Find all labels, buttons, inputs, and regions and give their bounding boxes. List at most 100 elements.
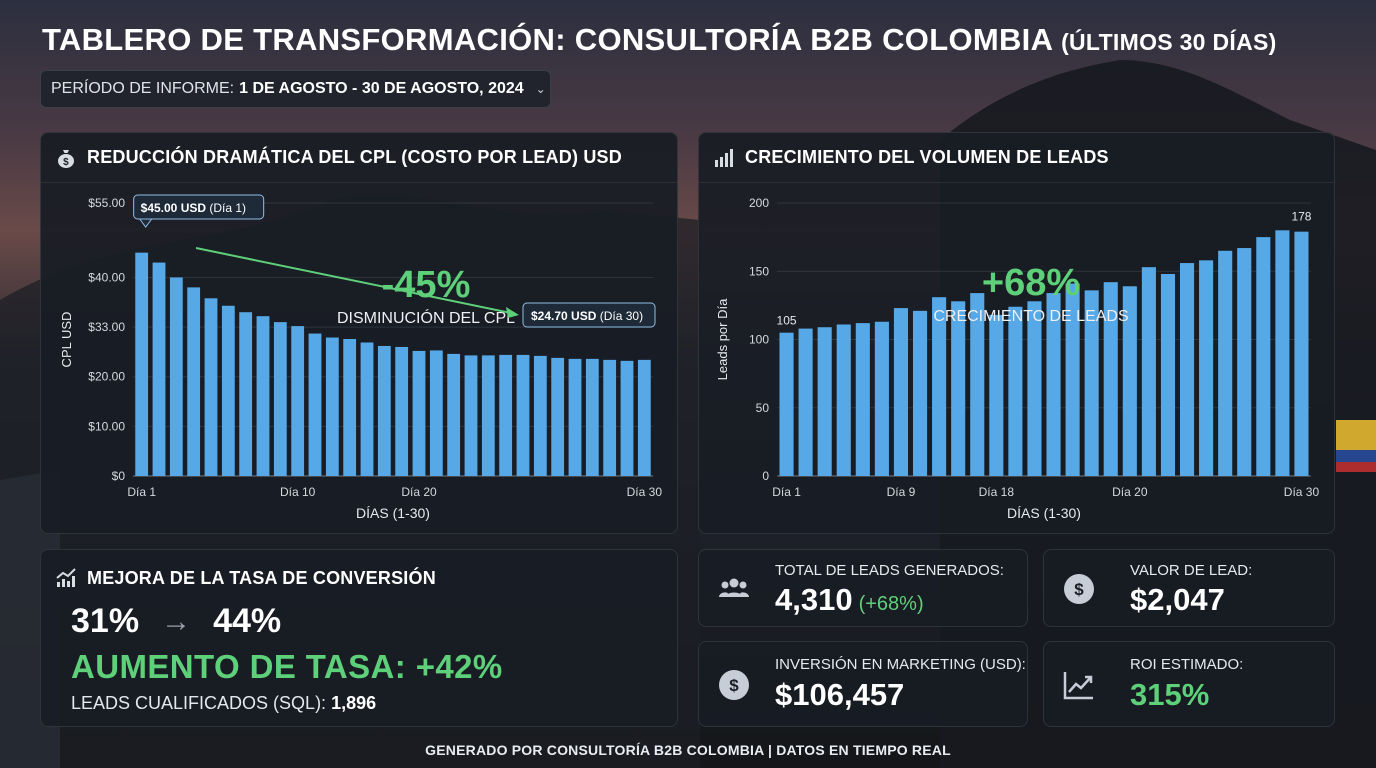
cpl-chart-header: $ REDUCCIÓN DRAMÁTICA DEL CPL (COSTO POR… bbox=[41, 133, 677, 183]
bar bbox=[204, 298, 218, 476]
x-tick-label: Día 9 bbox=[887, 485, 916, 499]
kpi-lead-value-value: $2,047 bbox=[1130, 582, 1225, 617]
bar bbox=[1199, 260, 1214, 476]
bar bbox=[169, 277, 183, 476]
bar bbox=[637, 359, 651, 476]
bar bbox=[1294, 231, 1309, 476]
bar bbox=[970, 293, 985, 476]
bar bbox=[412, 350, 426, 476]
kpi-investment-value: $106,457 bbox=[775, 677, 905, 712]
y-axis-label: Leads por Día bbox=[715, 298, 730, 380]
sql-label: LEADS CUALIFICADOS (SQL): bbox=[71, 693, 327, 713]
trend-up-icon bbox=[1063, 672, 1093, 700]
bar bbox=[855, 323, 870, 476]
bar bbox=[429, 350, 443, 476]
y-axis-label: CPL USD bbox=[59, 312, 74, 368]
bar bbox=[1256, 237, 1271, 476]
y-tick-label: 150 bbox=[749, 264, 769, 278]
headline-value: -45% bbox=[382, 264, 471, 306]
bar bbox=[951, 301, 966, 476]
money-bag-icon: $ bbox=[58, 149, 74, 168]
conversion-header: MEJORA DE LA TASA DE CONVERSIÓN bbox=[41, 550, 677, 606]
cpl-chart-title: REDUCCIÓN DRAMÁTICA DEL CPL (COSTO POR L… bbox=[87, 147, 622, 167]
conversion-card: MEJORA DE LA TASA DE CONVERSIÓN 31% → 44… bbox=[40, 549, 678, 727]
x-tick-label: Día 30 bbox=[1284, 485, 1320, 499]
period-value: 1 DE AGOSTO - 30 DE AGOSTO, 2024 bbox=[239, 80, 524, 97]
footer-text: GENERADO POR CONSULTORÍA B2B COLOMBIA | … bbox=[425, 742, 951, 758]
conversion-title: MEJORA DE LA TASA DE CONVERSIÓN bbox=[87, 567, 436, 588]
callout-end-box bbox=[522, 302, 656, 328]
bar bbox=[291, 326, 305, 476]
y-tick-label: $0 bbox=[112, 469, 126, 483]
bar bbox=[1179, 263, 1195, 476]
bar bbox=[1084, 290, 1099, 476]
bar bbox=[1008, 306, 1023, 476]
bar bbox=[568, 358, 582, 476]
bar bbox=[377, 345, 391, 476]
bar bbox=[360, 342, 374, 476]
bar bbox=[603, 359, 617, 476]
y-tick-label: $33.00 bbox=[88, 320, 125, 334]
bar bbox=[932, 297, 947, 476]
data-label-first: 105 bbox=[777, 314, 797, 328]
bar bbox=[516, 354, 530, 476]
y-tick-label: 200 bbox=[749, 196, 769, 210]
svg-text:$: $ bbox=[1074, 580, 1084, 599]
kpi-total-leads-label: TOTAL DE LEADS GENERADOS: bbox=[775, 562, 1004, 579]
bar bbox=[1160, 273, 1176, 476]
sql-line: LEADS CUALIFICADOS (SQL): 1,896 bbox=[71, 693, 376, 714]
y-tick-label: $55.00 bbox=[88, 196, 125, 210]
bar bbox=[533, 355, 547, 476]
callout-end-text: $24.70 USD (Día 30) bbox=[531, 309, 643, 323]
bar bbox=[325, 337, 339, 476]
x-tick-label: Día 20 bbox=[401, 485, 437, 499]
kpi-investment-label: INVERSIÓN EN MARKETING (USD): bbox=[775, 656, 1026, 673]
svg-text:$: $ bbox=[63, 157, 69, 168]
bar bbox=[1141, 267, 1156, 476]
arrow-right-icon: → bbox=[161, 604, 192, 638]
leads-chart-header: CRECIMIENTO DEL VOLUMEN DE LEADS bbox=[699, 133, 1334, 183]
x-tick-label: Día 30 bbox=[627, 485, 663, 499]
kpi-roi: ROI ESTIMADO: 315% bbox=[1043, 641, 1335, 727]
bar bbox=[395, 346, 409, 476]
dollar-icon: $ bbox=[1064, 574, 1094, 604]
kpi-total-leads-value: 4,310 (+68%) bbox=[775, 582, 924, 617]
leads-bar-chart: 0 50 100 150 200 Día 1 Día 9 Día 18 Día 20 Día 30… bbox=[715, 196, 1320, 521]
headline-value: +68% bbox=[982, 262, 1080, 304]
period-selector[interactable]: PERÍODO DE INFORME: 1 DE AGOSTO - 30 DE … bbox=[40, 70, 551, 108]
x-tick-label: Día 18 bbox=[979, 485, 1015, 499]
bar bbox=[499, 354, 513, 476]
bar bbox=[1103, 282, 1118, 476]
cpl-chart-card: $ REDUCCIÓN DRAMÁTICA DEL CPL (COSTO POR… bbox=[40, 132, 678, 534]
bar bbox=[585, 358, 599, 476]
bar bbox=[481, 355, 495, 476]
bar bbox=[464, 355, 478, 476]
kpi-total-leads: TOTAL DE LEADS GENERADOS: 4,310 (+68%) bbox=[698, 549, 1028, 627]
bar bbox=[798, 328, 813, 476]
trend-arrow bbox=[195, 247, 512, 314]
kpi-lead-value-label: VALOR DE LEAD: bbox=[1130, 562, 1253, 579]
bar bbox=[221, 305, 235, 476]
x-axis-label: DÍAS (1-30) bbox=[356, 505, 430, 521]
x-tick-label: Día 1 bbox=[127, 485, 156, 499]
bar bbox=[447, 353, 461, 476]
y-tick-label: 100 bbox=[749, 333, 769, 347]
bar bbox=[343, 339, 357, 476]
bar bbox=[1065, 283, 1080, 476]
trend-arrow-head bbox=[506, 307, 519, 318]
bar bbox=[135, 252, 149, 476]
bar bbox=[152, 262, 166, 476]
callout-start-box bbox=[133, 194, 265, 220]
bar bbox=[1237, 248, 1252, 476]
bar bbox=[989, 314, 1004, 476]
x-tick-label: Día 1 bbox=[772, 485, 801, 499]
period-label: PERÍODO DE INFORME: bbox=[51, 80, 235, 97]
bar bbox=[874, 321, 889, 476]
svg-text:$: $ bbox=[729, 676, 739, 695]
y-tick-label: 0 bbox=[762, 469, 769, 483]
x-tick-label: Día 10 bbox=[280, 485, 316, 499]
bar bbox=[1218, 250, 1233, 476]
bar bbox=[273, 322, 287, 476]
data-label-last: 178 bbox=[1291, 209, 1311, 223]
y-tick-label: $20.00 bbox=[88, 370, 125, 384]
